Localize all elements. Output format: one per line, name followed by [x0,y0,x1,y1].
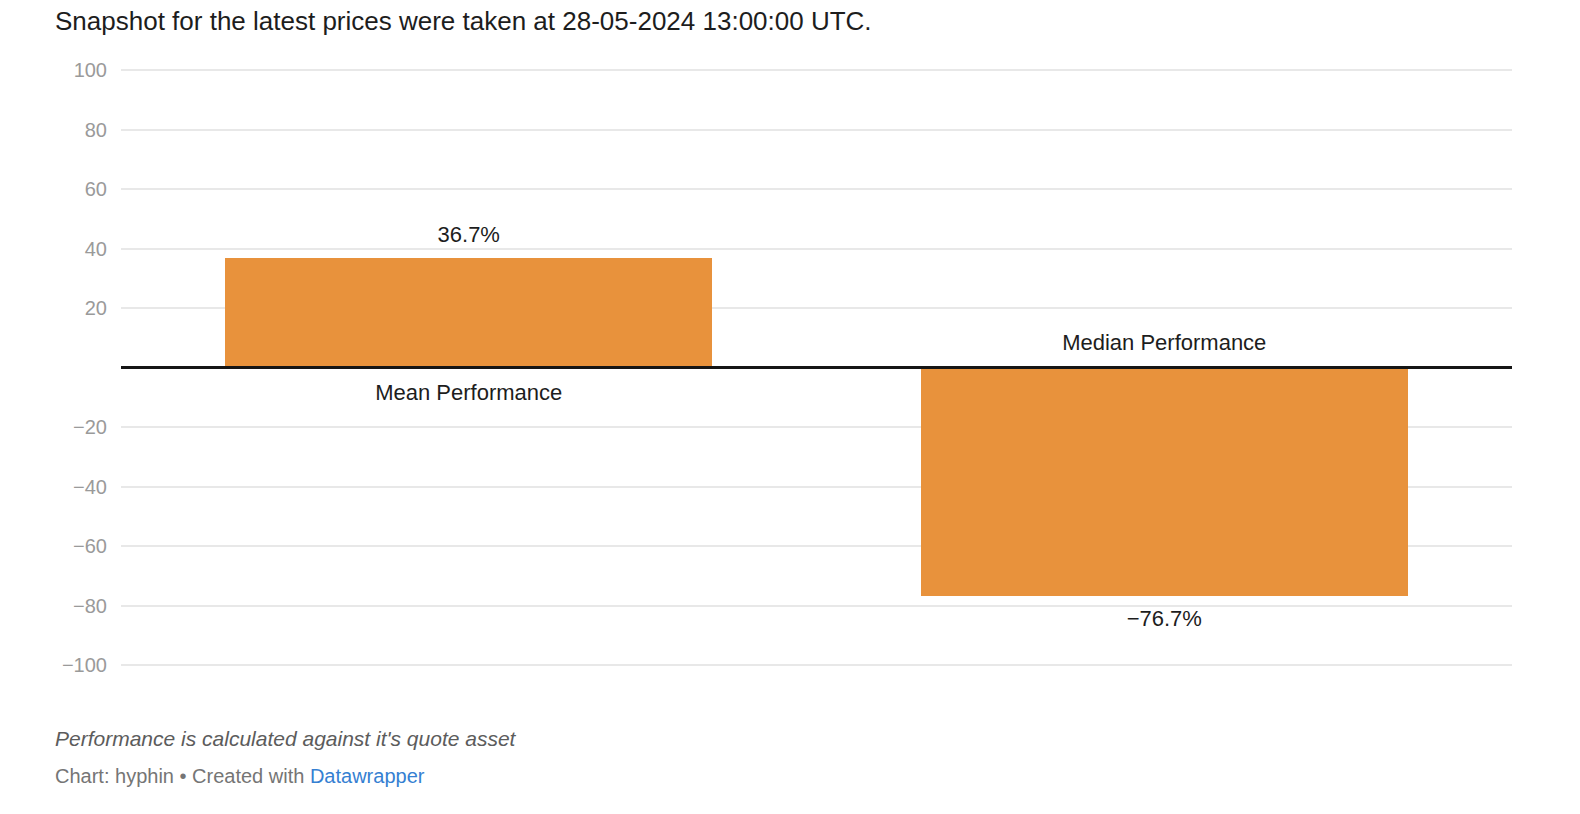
y-axis-tick-label: −100 [0,652,107,678]
y-axis-tick-label: −60 [0,533,107,559]
y-axis-tick-label: 100 [0,57,107,83]
gridline [121,129,1512,131]
chart-container: Snapshot for the latest prices were take… [0,0,1580,814]
datawrapper-link[interactable]: Datawrapper [310,765,425,787]
y-axis-tick-label: −80 [0,593,107,619]
y-axis-tick-label: 80 [0,117,107,143]
chart-title: Snapshot for the latest prices were take… [55,6,872,36]
byline-text: Chart: hyphin • Created with [55,765,310,787]
gridline [121,605,1512,607]
y-axis-tick-label: 20 [0,295,107,321]
plot-area: 36.7% Mean Performance −76.7% Median Perfor… [121,70,1512,665]
gridline [121,664,1512,666]
gridline [121,248,1512,250]
chart-footnote: Performance is calculated against it's q… [55,725,515,752]
gridline [121,69,1512,71]
gridline [121,188,1512,190]
bar-value-label: −76.7% [1054,606,1274,632]
x-axis-baseline [121,366,1512,369]
y-axis-tick-label: −40 [0,474,107,500]
bar-category-label: Mean Performance [309,380,629,406]
chart-byline: Chart: hyphin • Created with Datawrapper [55,763,424,789]
bar-category-label: Median Performance [1004,330,1324,356]
bar-mean-performance[interactable] [225,258,712,367]
y-axis-tick-label: 60 [0,176,107,202]
y-axis-tick-label: −20 [0,414,107,440]
bar-value-label: 36.7% [359,222,579,248]
y-axis-tick-label: 40 [0,236,107,262]
bar-median-performance[interactable] [921,368,1408,596]
